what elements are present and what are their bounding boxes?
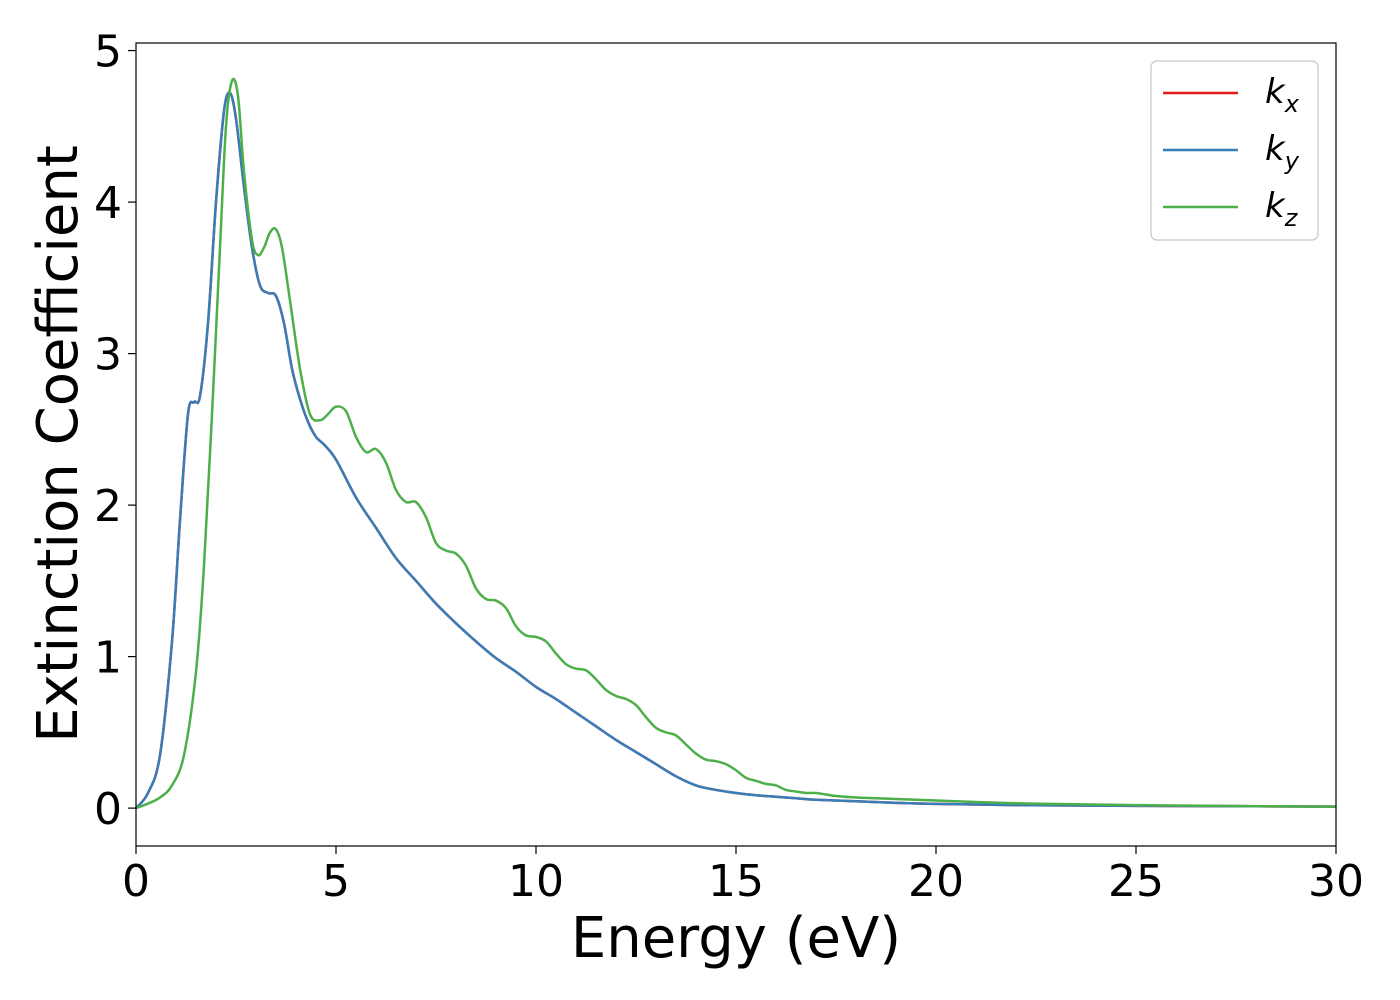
y-tick-label: 0 <box>94 784 122 835</box>
y-axis-label: Extinction Coefficient <box>26 145 91 743</box>
y-tick-label: 3 <box>94 330 122 381</box>
x-tick-label: 15 <box>708 856 764 907</box>
y-tick-label: 4 <box>94 178 122 229</box>
x-axis: 0 5 10 15 20 25 30 <box>122 846 1364 907</box>
x-tick-label: 25 <box>1108 856 1164 907</box>
x-tick-label: 5 <box>322 856 350 907</box>
x-tick-label: 30 <box>1308 856 1364 907</box>
y-tick-label: 1 <box>94 633 122 684</box>
series-line-ky <box>135 91 1337 809</box>
x-tick-label: 10 <box>508 856 564 907</box>
y-tick-label: 5 <box>94 27 122 78</box>
x-axis-label: Energy (eV) <box>571 906 901 971</box>
y-tick-label: 2 <box>94 481 122 532</box>
x-tick-label: 20 <box>908 856 964 907</box>
series-layer <box>135 77 1337 810</box>
plot-background <box>136 43 1336 846</box>
series-line-kz <box>135 77 1337 810</box>
y-axis: 0 1 2 3 4 5 <box>94 27 136 835</box>
x-tick-label: 0 <box>122 856 150 907</box>
